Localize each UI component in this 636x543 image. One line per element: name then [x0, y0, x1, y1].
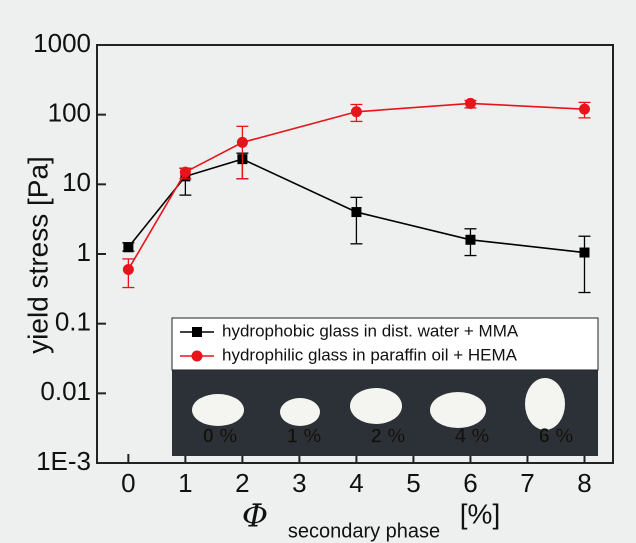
paste-sample — [525, 378, 565, 430]
chart: yield stress [Pa] Φ secondary phase [%] … — [0, 0, 636, 543]
data-point — [579, 104, 590, 115]
x-tick-label: 6 — [463, 468, 477, 498]
data-point — [123, 242, 133, 252]
x-tick-label: 0 — [121, 468, 135, 498]
inset-label: 0 % — [203, 425, 238, 447]
data-point — [579, 248, 589, 258]
legend-label: hydrophilic glass in paraffin oil + HEMA — [222, 345, 518, 364]
inset-label: 4 % — [455, 425, 490, 447]
x-axis-symbol: Φ — [242, 497, 268, 535]
data-point — [465, 235, 475, 245]
legend-label: hydrophobic glass in dist. water + MMA — [222, 321, 519, 340]
x-tick-label: 7 — [520, 468, 534, 498]
x-axis-unit: [%] — [460, 498, 500, 529]
y-tick-label: 10 — [62, 167, 91, 197]
y-tick-label: 0.01 — [40, 376, 91, 406]
y-tick-label: 1 — [77, 237, 91, 267]
x-tick-label: 8 — [577, 468, 591, 498]
y-tick-label: 0.1 — [55, 307, 91, 337]
inset-label: 6 % — [539, 425, 574, 447]
data-point — [351, 207, 361, 217]
x-axis-subscript: secondary phase — [288, 520, 440, 542]
data-point — [237, 137, 248, 148]
paste-sample — [430, 392, 486, 428]
paste-sample — [192, 394, 244, 426]
paste-sample — [280, 398, 320, 426]
legend-marker — [192, 327, 202, 337]
y-axis-label: yield stress [Pa] — [22, 156, 53, 354]
inset-label: 2 % — [371, 425, 406, 447]
x-tick-label: 2 — [235, 468, 249, 498]
data-point — [351, 106, 362, 117]
inset-label: 1 % — [287, 425, 322, 447]
data-point — [123, 264, 134, 275]
background — [0, 0, 636, 543]
x-tick-label: 1 — [178, 468, 192, 498]
x-tick-label: 3 — [292, 468, 306, 498]
x-tick-label: 5 — [406, 468, 420, 498]
legend-marker — [192, 351, 203, 362]
y-tick-label: 1E-3 — [36, 446, 91, 476]
data-point — [180, 167, 191, 178]
data-point — [465, 98, 476, 109]
y-tick-label: 100 — [48, 98, 91, 128]
y-tick-label: 1000 — [33, 28, 91, 58]
paste-sample — [350, 388, 402, 424]
x-tick-label: 4 — [349, 468, 363, 498]
